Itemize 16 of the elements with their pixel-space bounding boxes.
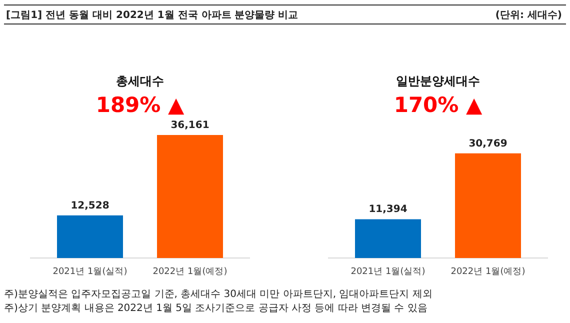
x-tick-label: 2021년 1월(실적) — [52, 267, 128, 277]
data-label: 12,528 — [70, 200, 110, 212]
text: (단위: 세대수) — [495, 10, 562, 21]
chart-subtitle: 189% ▲ — [96, 93, 186, 117]
chart-title: 일반분양세대수 — [396, 74, 480, 88]
text: 주)분양실적은 입주자모집공고일 기준, 총세대수 30세대 미만 아파트단지, 임대아파트단지 제외 — [4, 289, 432, 300]
chart-title: 총세대수 — [116, 74, 164, 88]
x-tick-label: 2022년 1월(예정) — [450, 267, 526, 277]
chart-subtitle: 170% ▲ — [394, 93, 484, 117]
x-tick-label: 2022년 1월(예정) — [152, 267, 228, 277]
data-label: 11,394 — [368, 204, 408, 216]
text: 주)상기 분양계획 내용은 2022년 1월 5일 조사기준으로 공급자 사정 등에 따라 변경될 수 있음 — [4, 303, 428, 314]
data-label: 30,769 — [468, 138, 508, 150]
text: [그림1] 전년 동월 대비 2022년 1월 전국 아파트 분양물량 비교 — [6, 10, 298, 21]
x-tick-label: 2021년 1월(실적) — [350, 267, 426, 277]
data-label: 36,161 — [170, 120, 210, 131]
